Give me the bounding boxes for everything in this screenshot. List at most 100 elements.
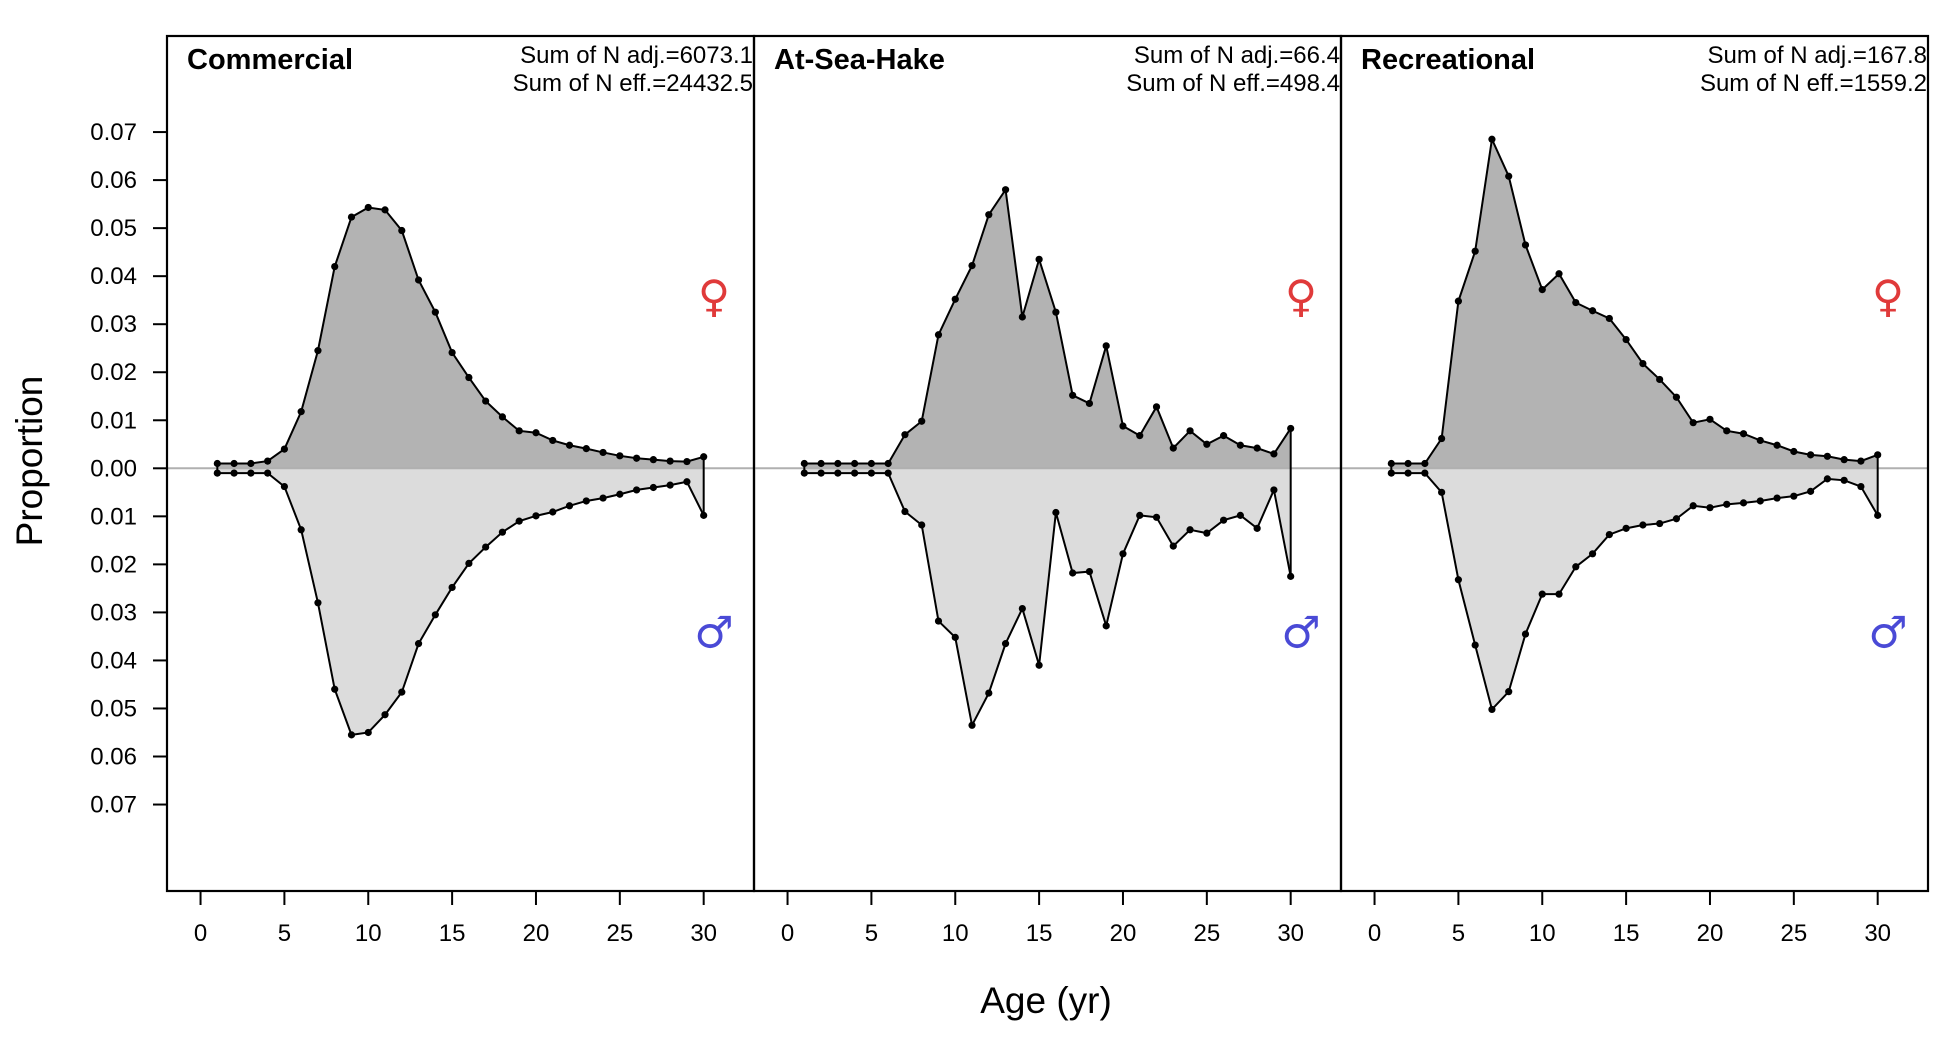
male-point — [398, 688, 406, 696]
female-point — [1001, 186, 1010, 194]
female-point — [901, 431, 909, 439]
male-point — [1287, 572, 1295, 580]
female-area — [804, 189, 1291, 469]
y-axis: 0.07 0.06 0.05 0.04 0.03 0.02 0.01 0.00 0.01 0.02… — [90, 119, 167, 819]
x-tick-label: 30 — [690, 920, 717, 947]
panel-title: Commercial — [187, 44, 353, 76]
male-point — [683, 478, 691, 486]
male-point — [1454, 576, 1462, 584]
male-point — [800, 469, 808, 477]
male-point — [1555, 590, 1563, 598]
female-point — [700, 453, 708, 461]
y-tick-label: 0.05 — [90, 695, 137, 722]
y-axis-title: Proportion — [9, 376, 50, 547]
male-point — [213, 469, 221, 477]
female-point — [565, 441, 574, 449]
female-point — [1538, 286, 1546, 294]
y-tick-label: 0.06 — [90, 167, 137, 194]
female-point — [1857, 457, 1865, 465]
female-point — [230, 459, 238, 468]
female-point — [482, 397, 490, 405]
panel-title: At-Sea-Hake — [774, 44, 945, 76]
male-point — [1672, 515, 1681, 523]
female-point — [381, 206, 389, 214]
male-point — [1136, 511, 1144, 519]
male-point — [834, 469, 842, 477]
female-point — [649, 456, 657, 464]
female-point — [1488, 135, 1496, 143]
female-point — [1874, 451, 1882, 459]
male-point — [280, 482, 288, 491]
y-tick-label: 0.00 — [90, 455, 137, 482]
x-tick-label: 30 — [1277, 920, 1304, 947]
female-point — [800, 459, 808, 468]
male-point — [1069, 569, 1077, 577]
female-point — [834, 459, 842, 468]
male-point — [1102, 622, 1110, 630]
x-tick-label: 25 — [1780, 920, 1807, 947]
female-point — [1186, 427, 1194, 435]
male-point — [1756, 497, 1764, 505]
male-point — [482, 543, 490, 551]
female-symbol-icon: ♀ — [1872, 271, 1904, 322]
male-point — [1739, 499, 1748, 507]
x-tick-label: 30 — [1864, 920, 1891, 947]
male-point — [1605, 530, 1613, 539]
male-point — [1773, 494, 1781, 502]
x-tick-label: 10 — [355, 920, 382, 947]
female-point — [1136, 432, 1144, 440]
x-tick-label: 15 — [1026, 920, 1053, 947]
male-point — [1119, 550, 1127, 558]
female-point — [867, 459, 876, 468]
male-point — [616, 490, 624, 498]
female-point — [1387, 459, 1395, 468]
female-area — [1391, 139, 1878, 469]
male-point — [247, 469, 255, 477]
female-point — [448, 348, 456, 357]
male-point — [1807, 487, 1815, 495]
sum-n-eff-label: Sum of N eff.=1559.2 — [1700, 70, 1927, 97]
male-point — [582, 497, 590, 505]
male-point — [1152, 513, 1161, 521]
male-point — [297, 526, 305, 534]
panels-layer: Commercial Sum of N adj.=6073.1 Sum of N e… — [165, 34, 1930, 947]
male-point — [700, 511, 708, 519]
male-point — [1488, 705, 1496, 714]
female-point — [582, 445, 590, 453]
female-point — [1421, 459, 1429, 468]
male-point — [1823, 475, 1831, 483]
female-point — [1119, 422, 1127, 430]
x-tick-label: 0 — [781, 920, 794, 947]
female-point — [297, 408, 305, 416]
female-point — [1723, 427, 1731, 435]
x-tick-label: 10 — [942, 920, 969, 947]
male-symbol-icon: ♂ — [1281, 608, 1320, 659]
female-point — [1018, 313, 1026, 321]
female-point — [1169, 444, 1177, 452]
male-point — [431, 611, 439, 619]
female-point — [1404, 459, 1412, 468]
male-point — [1622, 524, 1630, 532]
female-point — [1773, 441, 1781, 449]
y-tick-label: 0.07 — [90, 119, 137, 146]
male-point — [347, 731, 356, 739]
male-point — [1874, 511, 1882, 519]
x-tick-label: 15 — [439, 920, 466, 947]
male-point — [1471, 641, 1479, 649]
x-tick-label: 25 — [1193, 920, 1220, 947]
female-point — [1471, 247, 1479, 255]
male-point — [1220, 516, 1228, 524]
female-point — [633, 454, 641, 462]
male-point — [1438, 488, 1446, 496]
female-point — [1052, 308, 1060, 316]
male-point — [1387, 469, 1395, 477]
male-point — [1689, 502, 1697, 510]
male-point — [1421, 469, 1429, 477]
female-point — [1756, 436, 1764, 445]
x-tick-label: 20 — [523, 920, 550, 947]
male-point — [465, 559, 473, 568]
sum-n-adj-label: Sum of N adj.=6073.1 — [520, 42, 753, 69]
